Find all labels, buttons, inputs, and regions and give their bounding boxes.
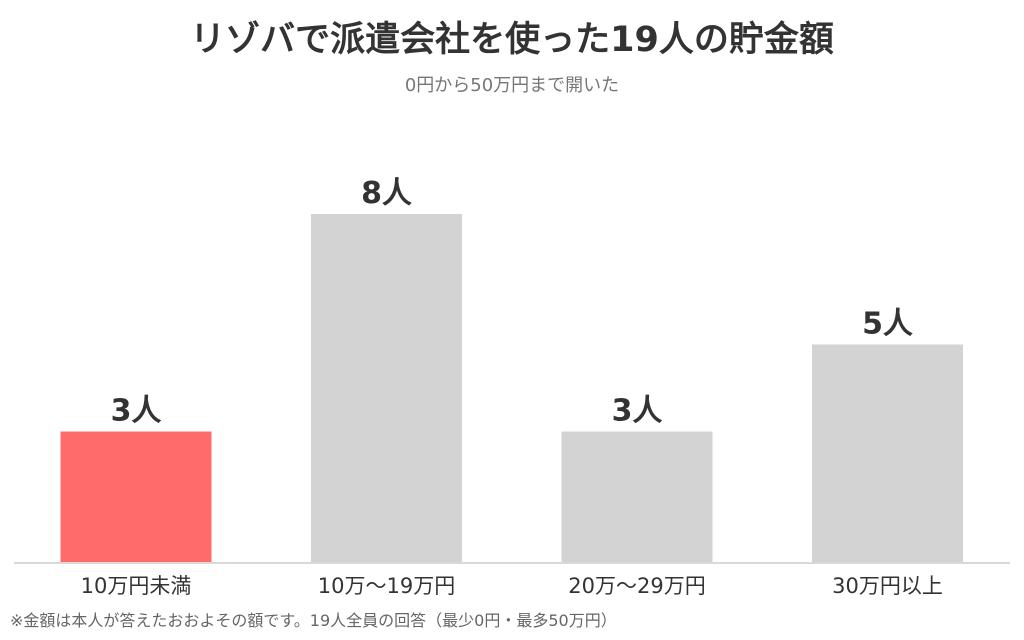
data-label-4: 5人: [862, 307, 913, 342]
category-label-3: 20万〜29万円: [568, 574, 705, 598]
chart-title: リゾバで派遣会社を使った19人の貯金額: [190, 20, 834, 60]
footnote: ※金額は本人が答えたおおよその額です。19人全員の回答（最少0円・最多50万円）: [10, 611, 617, 630]
category-label-4: 30万円以上: [832, 574, 943, 598]
chart-subtitle: 0円から50万円まで開いた: [404, 75, 620, 96]
bar-4: [812, 344, 963, 562]
category-label-2: 10万〜19万円: [318, 574, 455, 598]
data-label-3: 3人: [612, 394, 663, 429]
bar-1: [60, 431, 212, 562]
data-label-1: 3人: [111, 394, 162, 429]
bar-3: [561, 431, 713, 562]
data-label-2: 8人: [361, 176, 412, 211]
bar-2: [311, 214, 462, 562]
category-label-1: 10万円未満: [81, 574, 192, 598]
